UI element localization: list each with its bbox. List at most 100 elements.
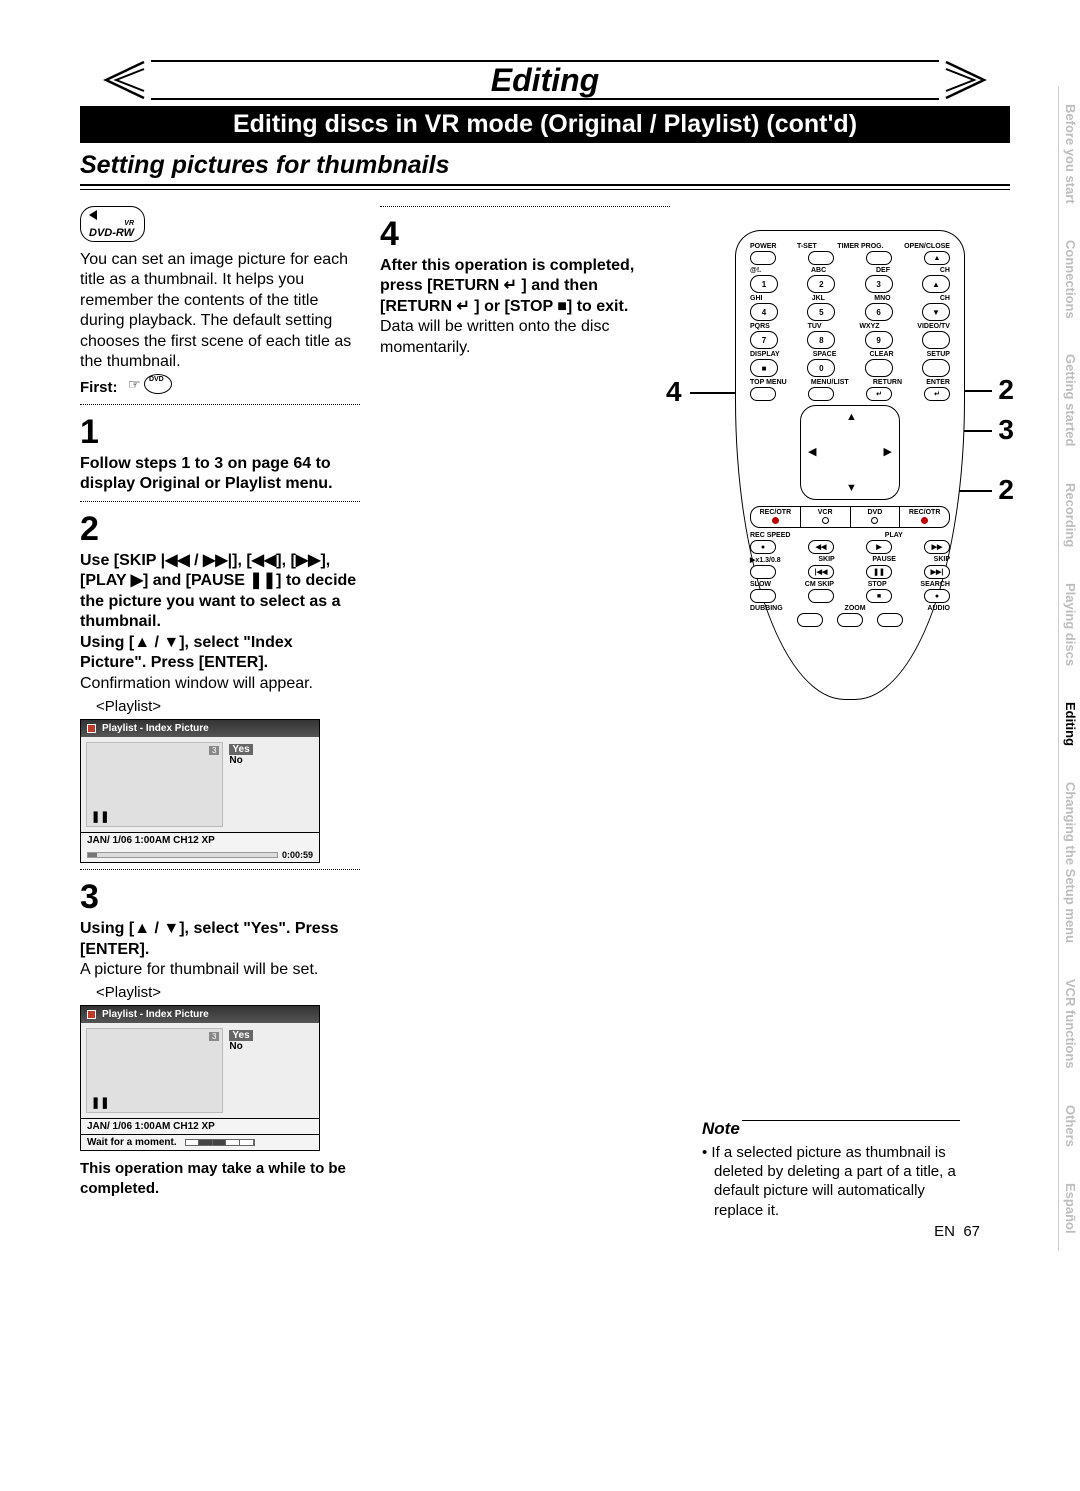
remote-mode: DVD	[851, 507, 901, 527]
remote-label: POWER	[750, 243, 776, 250]
callout-2a: 2	[998, 374, 1014, 406]
step4-line2: Data will be written onto the disc momen…	[380, 317, 670, 358]
remote-button: 8	[807, 331, 835, 349]
remote-button: 2	[807, 275, 835, 293]
remote-label: PLAY	[885, 532, 903, 539]
remote-label: @!.	[750, 267, 761, 274]
badge-arrow-icon	[89, 210, 97, 220]
badge-text: DVD-RW	[89, 227, 134, 239]
remote-mode: VCR	[801, 507, 851, 527]
remote-label: T-SET	[797, 243, 817, 250]
remote-label: SLOW	[750, 581, 771, 588]
main-title: Editing	[151, 60, 939, 100]
remote-label: PAUSE	[872, 556, 896, 564]
step2-line3: Confirmation window will appear.	[80, 674, 360, 694]
side-tab[interactable]: Playing discs	[1058, 565, 1080, 684]
insert-disc-icon: ☞	[132, 374, 172, 396]
intro-text: You can set an image picture for each ti…	[80, 250, 360, 373]
note-text: If a selected picture as thumbnail is de…	[702, 1143, 958, 1220]
remote-button: 9	[865, 331, 893, 349]
page-number: EN 67	[934, 1223, 980, 1240]
side-tab[interactable]: Changing the Setup menu	[1058, 764, 1080, 961]
remote-label: CH	[940, 295, 950, 302]
osd1-yes: Yes	[229, 744, 252, 755]
remote-button: 7	[750, 331, 778, 349]
remote-button: 4	[750, 303, 778, 321]
side-tab[interactable]: VCR functions	[1058, 961, 1080, 1087]
step2-playlist-label: <Playlist>	[96, 698, 360, 715]
remote-control: POWERT-SETTIMER PROG.OPEN/CLOSE▲ @!.ABCD…	[735, 230, 965, 700]
side-tab[interactable]: Getting started	[1058, 336, 1080, 464]
remote-button: ▼	[922, 303, 950, 321]
osd2-yes: Yes	[229, 1030, 252, 1041]
side-tab[interactable]: Others	[1058, 1087, 1080, 1165]
callout-2b: 2	[998, 474, 1014, 506]
remote-button	[808, 387, 834, 401]
osd1-badge: 3	[209, 746, 219, 755]
remote-label: PQRS	[750, 323, 770, 330]
note-box: Note If a selected picture as thumbnail …	[700, 1120, 960, 1220]
remote-button: ↵	[866, 387, 892, 401]
dpad-left-icon: ◀	[808, 445, 816, 458]
remote-button: 5	[807, 303, 835, 321]
osd2-title: Playlist - Index Picture	[102, 1009, 209, 1020]
remote-label: SKIP	[934, 556, 950, 564]
note-title: Note	[700, 1119, 742, 1139]
section-rule	[80, 184, 1010, 190]
remote-mode: REC/OTR	[751, 507, 801, 527]
remote-label: DEF	[876, 267, 890, 274]
dpad-right-icon: ▶	[884, 445, 892, 458]
pause-icon: ❚❚	[91, 810, 109, 823]
osd1-title: Playlist - Index Picture	[102, 723, 209, 734]
remote-button	[877, 613, 903, 627]
remote-button	[750, 565, 776, 579]
side-tab[interactable]: Before you start	[1058, 86, 1080, 222]
remote-button: ▶▶	[924, 540, 950, 554]
remote-label: DISPLAY	[750, 351, 780, 358]
remote-label: CH	[940, 267, 950, 274]
side-tab[interactable]: Español	[1058, 1165, 1080, 1252]
remote-label: AUDIO	[927, 605, 950, 612]
remote-label: SETUP	[927, 351, 950, 358]
side-tab[interactable]: Editing	[1058, 684, 1080, 764]
osd2-wait: Wait for a moment.	[87, 1137, 177, 1148]
remote-label: ENTER	[926, 379, 950, 386]
remote-button	[750, 251, 776, 265]
remote-label: ABC	[811, 267, 826, 274]
remote-button: 1	[750, 275, 778, 293]
osd2-status: JAN/ 1/06 1:00AM CH12 XP	[87, 1121, 215, 1132]
remote-button: ◀◀	[808, 540, 834, 554]
remote-button: ❚❚	[866, 565, 892, 579]
remote-button	[865, 359, 893, 377]
step4-number: 4	[380, 215, 670, 254]
remote-button: |◀◀	[808, 565, 834, 579]
chevron-right-icon	[944, 60, 988, 100]
remote-button	[797, 613, 823, 627]
subtitle-bar: Editing discs in VR mode (Original / Pla…	[80, 106, 1010, 143]
remote-button: ●	[924, 589, 950, 603]
remote-label: SKIP	[818, 556, 834, 564]
remote-button	[808, 589, 834, 603]
progress-icon	[185, 1139, 255, 1146]
osd-window-1: Playlist - Index Picture 3 ❚❚ Yes No JAN…	[80, 719, 320, 863]
remote-label: DUBBING	[750, 605, 783, 612]
remote-label: MNO	[874, 295, 890, 302]
remote-label: JKL	[812, 295, 825, 302]
callout-4: 4	[666, 376, 682, 408]
remote-label: ▶x1.3/0.8	[750, 556, 781, 564]
remote-button: ▶▶|	[924, 565, 950, 579]
remote-button: ■	[750, 359, 778, 377]
remote-button	[922, 331, 950, 349]
remote-button: ▲	[922, 275, 950, 293]
side-tab[interactable]: Connections	[1058, 222, 1080, 337]
remote-label: GHI	[750, 295, 762, 302]
side-tab[interactable]: Recording	[1058, 465, 1080, 565]
step3-line1: Using [▲ / ▼], select "Yes". Press [ENTE…	[80, 919, 360, 960]
banner: Editing	[80, 60, 1010, 100]
osd1-time: 0:00:59	[282, 850, 313, 860]
chevron-left-icon	[102, 60, 146, 100]
remote-label: SEARCH	[920, 581, 950, 588]
remote-label: TOP MENU	[750, 379, 787, 386]
step2-line2: Using [▲ / ▼], select "Index Picture". P…	[80, 633, 360, 674]
osd-header-icon	[87, 1010, 96, 1019]
